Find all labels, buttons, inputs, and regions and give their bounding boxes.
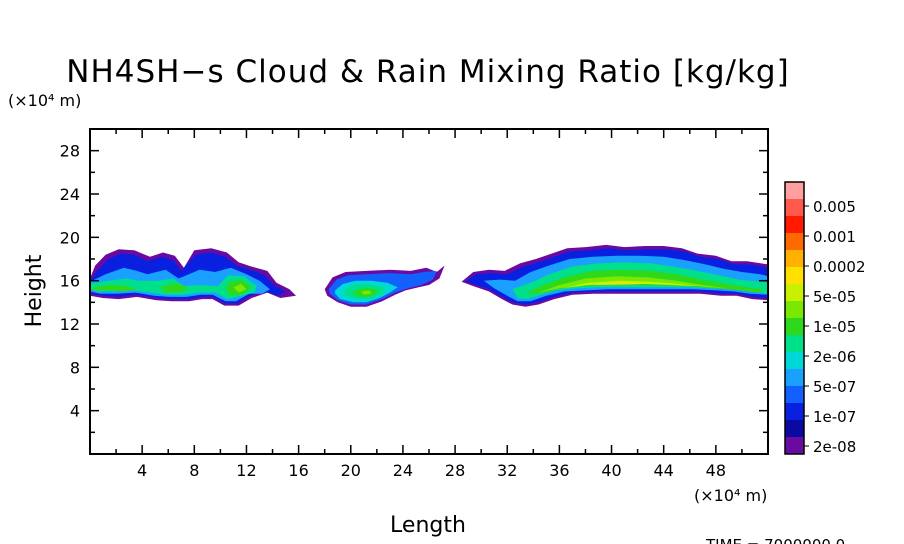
y-axis-unit: (×10⁴ m) xyxy=(8,91,81,110)
colorbar-swatch xyxy=(785,420,804,438)
colorbar-label: 0.005 xyxy=(813,198,856,216)
colorbar-frame xyxy=(784,181,805,455)
x-tick-label: 28 xyxy=(445,461,465,480)
cloud-right-core xyxy=(538,276,727,293)
colorbar-swatch xyxy=(785,369,804,387)
colorbar: 0.005 0.001 0.0002 5e-05 1e-05 2e-06 5e-07 1e-0… xyxy=(784,181,866,456)
colorbar-label: 0.0002 xyxy=(813,258,866,276)
x-tick-label: 4 xyxy=(137,461,147,480)
cloud-left-core xyxy=(92,285,137,292)
cloud-left-core xyxy=(233,283,247,293)
x-tick-label: 24 xyxy=(393,461,413,480)
y-tick-label: 16 xyxy=(60,272,80,291)
colorbar-label: 2e-06 xyxy=(813,348,856,366)
cloud-left-core xyxy=(160,282,190,293)
colorbar-swatch xyxy=(785,233,804,251)
x-tick-label: 44 xyxy=(654,461,674,480)
colorbar-swatch xyxy=(785,199,804,217)
y-tick-label: 28 xyxy=(60,142,80,161)
colorbar-label: 5e-05 xyxy=(813,288,856,306)
y-axis-label: Height xyxy=(22,254,47,327)
colorbar-swatch xyxy=(785,216,804,234)
axis-ticks xyxy=(90,129,768,454)
colorbar-label: 1e-05 xyxy=(813,318,856,336)
x-axis-unit: (×10⁴ m) xyxy=(694,486,767,505)
colorbar-swatch xyxy=(785,352,804,370)
time-label: TIME = 7000000.0 xyxy=(705,536,845,544)
colorbar-swatch xyxy=(785,318,804,336)
colorbar-swatch xyxy=(785,182,804,200)
colorbar-swatch xyxy=(785,301,804,319)
colorbar-swatch xyxy=(785,284,804,302)
chart-title: NH4SH−s Cloud & Rain Mixing Ratio [kg/kg… xyxy=(66,54,789,90)
colorbar-label: 1e-07 xyxy=(813,408,856,426)
x-axis-label: Length xyxy=(390,513,466,538)
colorbar-swatch xyxy=(785,386,804,404)
x-tick-label: 40 xyxy=(601,461,621,480)
colorbar-label: 5e-07 xyxy=(813,378,856,396)
colorbar-swatch xyxy=(785,267,804,285)
x-tick-label: 48 xyxy=(706,461,726,480)
y-tick-label: 4 xyxy=(70,402,80,421)
x-tick-label: 16 xyxy=(288,461,308,480)
x-tick-label: 12 xyxy=(236,461,256,480)
x-tick-label: 8 xyxy=(189,461,199,480)
colorbar-label: 2e-08 xyxy=(813,438,856,456)
y-tick-label: 8 xyxy=(70,358,80,377)
colorbar-swatch xyxy=(785,250,804,268)
cloud-middle-core xyxy=(361,290,372,295)
colorbar-swatch xyxy=(785,335,804,353)
colorbar-swatch xyxy=(785,403,804,421)
y-tick-label: 12 xyxy=(60,315,80,334)
cloud-right-core xyxy=(590,282,648,285)
y-tick-label: 20 xyxy=(60,228,80,247)
x-tick-label: 20 xyxy=(341,461,361,480)
x-tick-label: 32 xyxy=(497,461,517,480)
cloud-field xyxy=(90,244,768,307)
colorbar-label: 0.001 xyxy=(813,228,856,246)
cloud-right-core xyxy=(562,280,698,289)
x-tick-label: 36 xyxy=(549,461,569,480)
y-tick-label: 24 xyxy=(60,185,80,204)
colorbar-swatch xyxy=(785,437,804,455)
